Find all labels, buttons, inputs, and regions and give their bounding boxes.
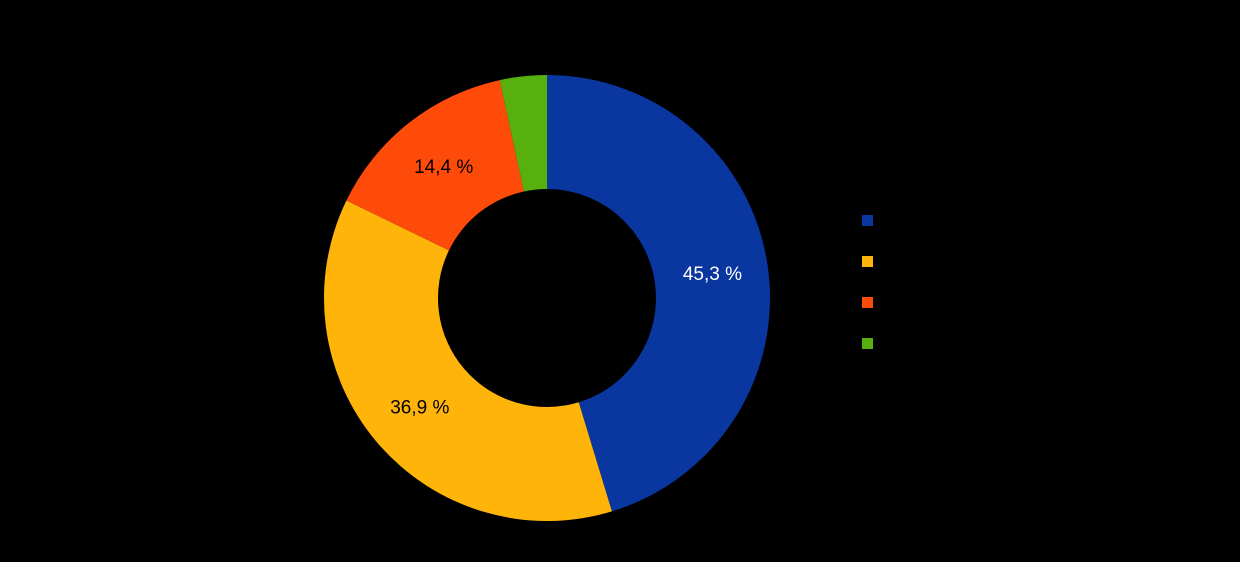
slice-label-slice-blue: 45,3 % bbox=[683, 264, 742, 285]
legend-swatch-slice-orange bbox=[862, 297, 873, 308]
pie-slice-orange bbox=[346, 80, 524, 251]
pie-slice-blue bbox=[547, 75, 771, 512]
legend-swatch-slice-green bbox=[862, 338, 873, 349]
pie-slice-yellow bbox=[323, 200, 612, 522]
slice-label-slice-orange: 14,4 % bbox=[414, 157, 473, 178]
pie-slice-green bbox=[499, 75, 547, 192]
slice-label-slice-yellow: 36,9 % bbox=[390, 397, 449, 418]
legend-swatch-slice-yellow bbox=[862, 256, 873, 267]
legend-swatch-slice-blue bbox=[862, 215, 873, 226]
